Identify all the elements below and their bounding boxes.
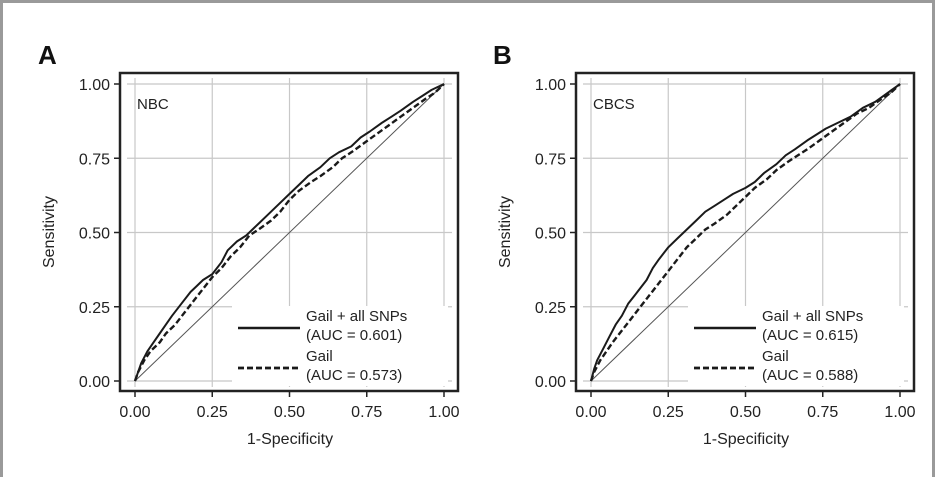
y-axis-title: Sensitivity (41, 196, 58, 268)
series-group (589, 83, 901, 382)
legend-label: Gail + all SNPs (762, 308, 863, 325)
roc-curve-gail (133, 83, 445, 382)
x-axis-title: 1-Specificity (703, 431, 789, 448)
x-tick-label: 0.75 (351, 404, 382, 421)
panel-b: B Gail + all SNPs (AUC = 0.615) Gail (AUC =… (493, 40, 916, 448)
legend-background (232, 306, 448, 386)
ticks: 0.00 0.25 0.50 0.75 1.00 0.00 0.25 0.50 0.75 1.00 (535, 77, 916, 421)
x-tick-label: 0.25 (653, 404, 684, 421)
roc-curve-gail (589, 83, 901, 382)
x-axis-title: 1-Specificity (247, 431, 333, 448)
panel-letter: B (493, 40, 512, 70)
x-tick-label: 0.75 (807, 404, 838, 421)
legend-label: Gail (762, 348, 789, 365)
x-tick-label: 0.50 (274, 404, 305, 421)
x-tick-label: 1.00 (884, 404, 915, 421)
y-tick-label: 0.25 (79, 300, 110, 317)
x-tick-label: 0.00 (575, 404, 606, 421)
legend-auc: (AUC = 0.573) (306, 367, 402, 384)
chance-diagonal (590, 83, 901, 382)
y-tick-label: 0.75 (79, 151, 110, 168)
y-tick-label: 0.50 (535, 226, 566, 243)
chance-diagonal (134, 83, 445, 382)
y-tick-label: 1.00 (79, 77, 110, 94)
y-tick-label: 0.75 (535, 151, 566, 168)
series-group (133, 83, 445, 382)
y-tick-label: 0.50 (79, 226, 110, 243)
legend: Gail + all SNPs (AUC = 0.601) Gail (AUC = 0… (232, 306, 448, 386)
roc-curve-gail-snps (590, 83, 901, 382)
legend-auc: (AUC = 0.601) (306, 327, 402, 344)
legend-auc: (AUC = 0.588) (762, 367, 858, 384)
cohort-label: NBC (137, 96, 169, 113)
panel-letter: A (38, 40, 57, 70)
y-tick-label: 1.00 (535, 77, 566, 94)
legend-auc: (AUC = 0.615) (762, 327, 858, 344)
panel-a: A Gail + all SNPs (AUC = 0.601) Gail (AUC =… (38, 40, 460, 448)
legend-label: Gail + all SNPs (306, 308, 407, 325)
roc-curve-gail-snps (134, 83, 445, 382)
x-tick-label: 0.25 (197, 404, 228, 421)
x-tick-label: 1.00 (428, 404, 459, 421)
legend-background (688, 306, 904, 386)
ticks: 0.00 0.25 0.50 0.75 1.00 0.00 0.25 0.50 0.75 1.00 (79, 77, 460, 421)
x-tick-label: 0.50 (730, 404, 761, 421)
cohort-label: CBCS (593, 96, 635, 113)
y-tick-label: 0.25 (535, 300, 566, 317)
x-tick-label: 0.00 (119, 404, 150, 421)
legend-label: Gail (306, 348, 333, 365)
legend: Gail + all SNPs (AUC = 0.615) Gail (AUC = 0… (688, 306, 904, 386)
y-axis-title: Sensitivity (497, 196, 514, 268)
y-tick-label: 0.00 (79, 374, 110, 391)
y-tick-label: 0.00 (535, 374, 566, 391)
